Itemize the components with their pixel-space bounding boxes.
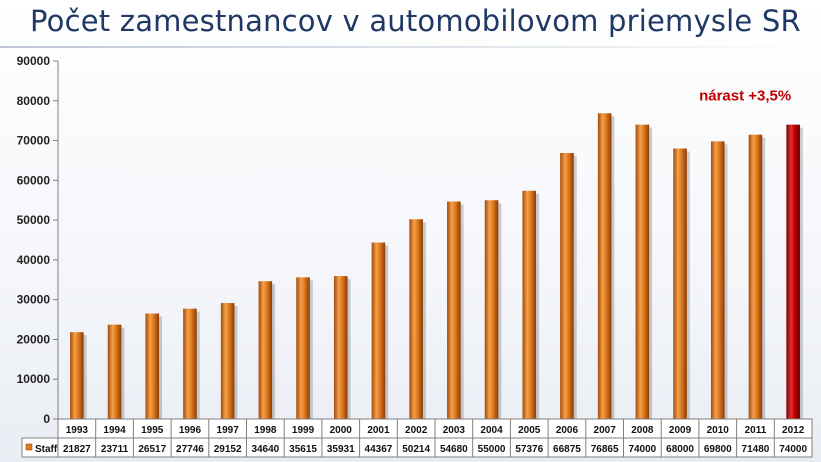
y-tick-label: 90000: [17, 54, 51, 68]
bar-highlight-2012: [786, 124, 800, 420]
legend-swatch-staff: [25, 443, 33, 451]
x-tick-label: 2006: [556, 425, 579, 436]
data-label: 55000: [478, 444, 506, 455]
x-tick-label: 2008: [631, 425, 654, 436]
data-label: 74000: [628, 444, 656, 455]
annotation-growth: nárast +3,5%: [699, 88, 791, 105]
chart-title: Počet zamestnancov v automobilovom priem…: [30, 4, 801, 38]
x-tick-label: 2004: [480, 425, 503, 436]
data-label: 21827: [63, 444, 91, 455]
y-tick-label: 40000: [17, 253, 51, 267]
x-tick-label: 1997: [217, 425, 240, 436]
x-tick-label: 2000: [330, 425, 353, 436]
bar-2001: [371, 242, 386, 419]
data-label: 29152: [214, 444, 242, 455]
data-label: 68000: [666, 444, 694, 455]
y-tick-label: 70000: [17, 134, 51, 148]
bar-2003: [447, 201, 461, 419]
bar-1998: [258, 281, 273, 419]
bar-2011: [748, 134, 763, 419]
bar-1993: [70, 332, 84, 419]
bar-1997: [220, 303, 235, 419]
y-tick-label: 50000: [17, 213, 51, 227]
x-tick-label: 1995: [141, 425, 164, 436]
data-label: 66875: [553, 444, 581, 455]
bar-1999: [296, 277, 310, 419]
x-tick-label: 2012: [782, 425, 805, 436]
data-label: 34640: [251, 444, 279, 455]
bar-2002: [409, 219, 423, 419]
bar-1995: [145, 313, 160, 419]
bar-2000: [333, 276, 348, 419]
x-tick-label: 1993: [66, 425, 89, 436]
data-label: 35931: [327, 444, 355, 455]
chart-axes: 0 10000 20000 30000 40000 50000 60000 70000 8000…: [17, 54, 59, 426]
bar-2005: [522, 190, 537, 419]
data-label: 74000: [779, 444, 807, 455]
x-tick-label: 1999: [292, 425, 315, 436]
x-tick-label: 1994: [103, 425, 126, 436]
bar-1996: [183, 308, 197, 419]
x-tick-label: 2003: [443, 425, 466, 436]
bar-2010: [710, 141, 725, 419]
data-label: 54680: [440, 444, 468, 455]
y-tick-label: 0: [43, 412, 50, 426]
bar-2004: [484, 200, 499, 419]
x-tick-label: 2010: [707, 425, 730, 436]
x-tick-label: 2007: [594, 425, 617, 436]
bar-2007: [597, 113, 612, 419]
bar-1994: [107, 324, 122, 419]
y-tick-label: 30000: [17, 293, 51, 307]
data-label: 76865: [591, 444, 619, 455]
legend-label-staff: Staff: [35, 444, 58, 455]
data-label: 50214: [402, 444, 430, 455]
data-label: 57376: [515, 444, 543, 455]
data-label: 27746: [176, 444, 204, 455]
bar-series-staff: [70, 113, 803, 420]
x-tick-label: 2011: [745, 425, 767, 436]
data-label: 71480: [742, 444, 770, 455]
y-tick-label: 20000: [17, 332, 51, 346]
data-label: 35615: [289, 444, 317, 455]
data-label: 26517: [138, 444, 166, 455]
x-tick-label: 1996: [179, 425, 202, 436]
y-tick-label: 60000: [17, 173, 51, 187]
data-label: 44367: [365, 444, 393, 455]
x-tick-label: 2009: [669, 425, 692, 436]
chart-annotation: nárast +3,5%: [699, 88, 791, 105]
data-label: 69800: [704, 444, 732, 455]
x-tick-label: 2001: [367, 425, 390, 436]
x-tick-label: 2002: [405, 425, 428, 436]
y-tick-label: 10000: [17, 372, 51, 386]
data-label: 23711: [101, 444, 129, 455]
y-tick-label: 80000: [17, 94, 51, 108]
data-table: 1993 21827 1994 23711 1995 26517 1996 27746 1997…: [21, 418, 813, 458]
bar-2006: [560, 152, 574, 419]
bar-2009: [673, 148, 687, 419]
bar-2008: [635, 124, 650, 420]
title-divider: [0, 46, 821, 48]
x-tick-label: 1998: [254, 425, 277, 436]
x-tick-label: 2005: [518, 425, 541, 436]
